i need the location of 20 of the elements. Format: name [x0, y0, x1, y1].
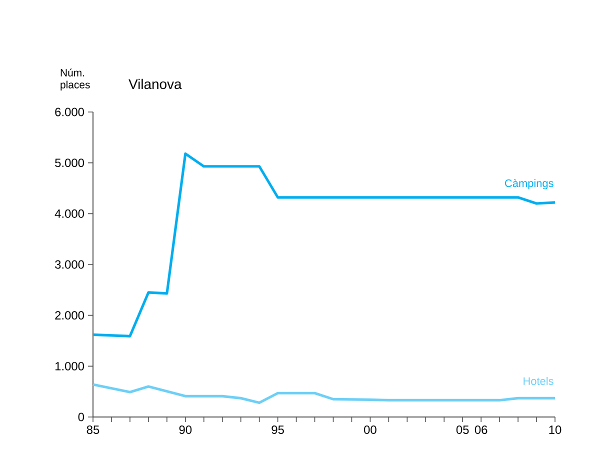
y-tick-label: 1.000 — [55, 362, 84, 370]
y-axis-title: Núm. places — [60, 68, 90, 90]
y-tick-label: 3.000 — [55, 260, 84, 269]
y-tick-label: 5.000 — [55, 158, 84, 168]
y-tick-label: 2.000 — [55, 311, 84, 320]
x-tick-label: 10 — [549, 426, 562, 434]
line-series — [92, 152, 556, 338]
y-tick-label: 0 — [78, 412, 84, 422]
line-series — [92, 383, 556, 404]
x-tick-label: 85 — [86, 426, 100, 434]
series-label: Hotels — [524, 376, 554, 385]
x-tick-label: 06 — [474, 426, 488, 434]
x-tick-label: 05 — [456, 426, 469, 434]
series-label: Càmpings — [505, 178, 554, 190]
y-tick-label: 4.000 — [54, 209, 84, 218]
chart-title: Vilanova — [128, 78, 182, 90]
x-tick-label: 95 — [272, 426, 284, 434]
x-tick-label: 00 — [364, 426, 376, 434]
x-tick-label: 90 — [179, 426, 192, 434]
y-tick-label: 6.000 — [55, 108, 84, 116]
